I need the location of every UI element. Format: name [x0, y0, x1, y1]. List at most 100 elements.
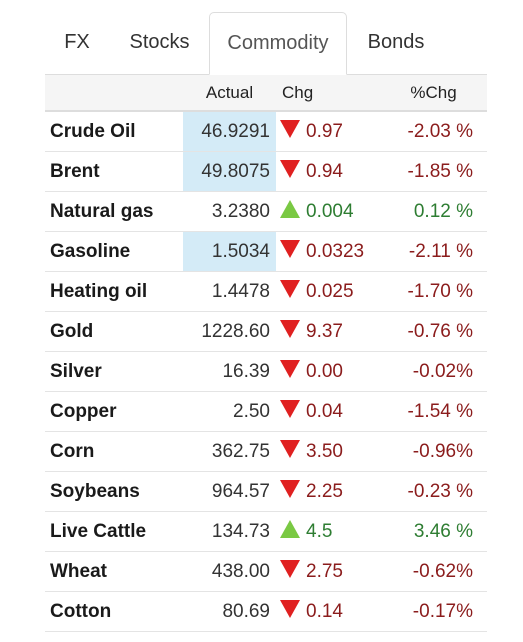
arrow-down-icon [280, 240, 300, 259]
change-cell: 0.94 [276, 151, 380, 192]
arrow-up-icon [280, 520, 300, 539]
table-row[interactable]: Cotton 80.69 0.14 -0.17% [45, 591, 487, 632]
change-value: 0.0323 [306, 240, 365, 262]
change-cell: 0.0323 [276, 231, 380, 272]
tab-bonds[interactable]: Bonds [367, 31, 425, 53]
pct-change-value: -0.76 % [380, 311, 487, 352]
commodity-name: Natural gas [45, 191, 183, 232]
commodity-name: Cotton [45, 591, 183, 632]
arrow-down-icon [280, 480, 300, 499]
table-row[interactable]: Corn 362.75 3.50 -0.96% [45, 431, 487, 472]
change-cell: 2.75 [276, 551, 380, 592]
arrow-down-icon [280, 440, 300, 459]
pct-change-value: -0.96% [380, 431, 487, 472]
change-value: 0.14 [306, 600, 343, 622]
pct-change-value: -0.23 % [380, 471, 487, 512]
market-widget: FX Stocks Commodity Bonds Actual Chg %Ch… [45, 12, 487, 632]
commodity-name: Gold [45, 311, 183, 352]
table-row[interactable]: Natural gas 3.2380 0.004 0.12 % [45, 191, 487, 232]
change-value: 2.25 [306, 480, 343, 502]
actual-value: 438.00 [183, 551, 276, 592]
change-value: 0.025 [306, 280, 354, 302]
arrow-down-icon [280, 320, 300, 339]
pct-change-value: -2.11 % [380, 231, 487, 272]
arrow-up-icon [280, 200, 300, 219]
commodity-name: Live Cattle [45, 511, 183, 552]
actual-value: 134.73 [183, 511, 276, 552]
pct-change-value: -1.85 % [380, 151, 487, 192]
header-pct-chg: %Chg [380, 75, 487, 112]
change-value: 0.94 [306, 160, 343, 182]
actual-value: 80.69 [183, 591, 276, 632]
change-cell: 0.04 [276, 391, 380, 432]
table-row[interactable]: Gold 1228.60 9.37 -0.76 % [45, 311, 487, 352]
table-row[interactable]: Wheat 438.00 2.75 -0.62% [45, 551, 487, 592]
commodity-name: Gasoline [45, 231, 183, 272]
actual-value: 362.75 [183, 431, 276, 472]
pct-change-value: -0.02% [380, 351, 487, 392]
actual-value: 46.9291 [183, 111, 276, 152]
commodity-name: Soybeans [45, 471, 183, 512]
actual-value: 16.39 [183, 351, 276, 392]
change-cell: 0.025 [276, 271, 380, 312]
header-chg: Chg [276, 75, 380, 112]
pct-change-value: -0.17% [380, 591, 487, 632]
change-cell: 0.97 [276, 111, 380, 152]
arrow-down-icon [280, 280, 300, 299]
table-header-row: Actual Chg %Chg [45, 75, 487, 112]
change-value: 4.5 [306, 520, 333, 542]
commodity-name: Copper [45, 391, 183, 432]
change-value: 0.04 [306, 400, 343, 422]
table-row[interactable]: Heating oil 1.4478 0.025 -1.70 % [45, 271, 487, 312]
table-row[interactable]: Crude Oil 46.9291 0.97 -2.03 % [45, 111, 487, 152]
change-cell: 3.50 [276, 431, 380, 472]
commodity-name: Brent [45, 151, 183, 192]
change-cell: 0.00 [276, 351, 380, 392]
actual-value: 49.8075 [183, 151, 276, 192]
table-row[interactable]: Gasoline 1.5034 0.0323 -2.11 % [45, 231, 487, 272]
table-row[interactable]: Silver 16.39 0.00 -0.02% [45, 351, 487, 392]
table-row[interactable]: Live Cattle 134.73 4.5 3.46 % [45, 511, 487, 552]
change-value: 0.004 [306, 200, 354, 222]
commodity-name: Silver [45, 351, 183, 392]
commodity-name: Crude Oil [45, 111, 183, 152]
header-name [45, 75, 183, 112]
actual-value: 1.4478 [183, 271, 276, 312]
change-cell: 9.37 [276, 311, 380, 352]
actual-value: 1228.60 [183, 311, 276, 352]
tab-bar: FX Stocks Commodity Bonds [45, 12, 487, 75]
table-row[interactable]: Brent 49.8075 0.94 -1.85 % [45, 151, 487, 192]
tab-stocks[interactable]: Stocks [129, 31, 190, 53]
change-value: 3.50 [306, 440, 343, 462]
commodity-table: Actual Chg %Chg Crude Oil 46.9291 0.97 -2.0… [45, 75, 487, 632]
commodity-name: Corn [45, 431, 183, 472]
commodity-name: Wheat [45, 551, 183, 592]
change-cell: 0.14 [276, 591, 380, 632]
tab-commodity[interactable]: Commodity [209, 12, 347, 75]
change-value: 2.75 [306, 560, 343, 582]
pct-change-value: 3.46 % [380, 511, 487, 552]
commodity-name: Heating oil [45, 271, 183, 312]
change-value: 0.97 [306, 120, 343, 142]
header-actual: Actual [183, 75, 276, 112]
arrow-down-icon [280, 400, 300, 419]
change-cell: 2.25 [276, 471, 380, 512]
arrow-down-icon [280, 560, 300, 579]
change-cell: 0.004 [276, 191, 380, 232]
change-value: 0.00 [306, 360, 343, 382]
change-value: 9.37 [306, 320, 343, 342]
arrow-down-icon [280, 160, 300, 179]
tab-fx[interactable]: FX [64, 31, 90, 53]
actual-value: 3.2380 [183, 191, 276, 232]
arrow-down-icon [280, 600, 300, 619]
change-cell: 4.5 [276, 511, 380, 552]
table-row[interactable]: Soybeans 964.57 2.25 -0.23 % [45, 471, 487, 512]
actual-value: 964.57 [183, 471, 276, 512]
actual-value: 1.5034 [183, 231, 276, 272]
pct-change-value: -0.62% [380, 551, 487, 592]
pct-change-value: -1.54 % [380, 391, 487, 432]
table-row[interactable]: Copper 2.50 0.04 -1.54 % [45, 391, 487, 432]
pct-change-value: -2.03 % [380, 111, 487, 152]
arrow-down-icon [280, 360, 300, 379]
actual-value: 2.50 [183, 391, 276, 432]
